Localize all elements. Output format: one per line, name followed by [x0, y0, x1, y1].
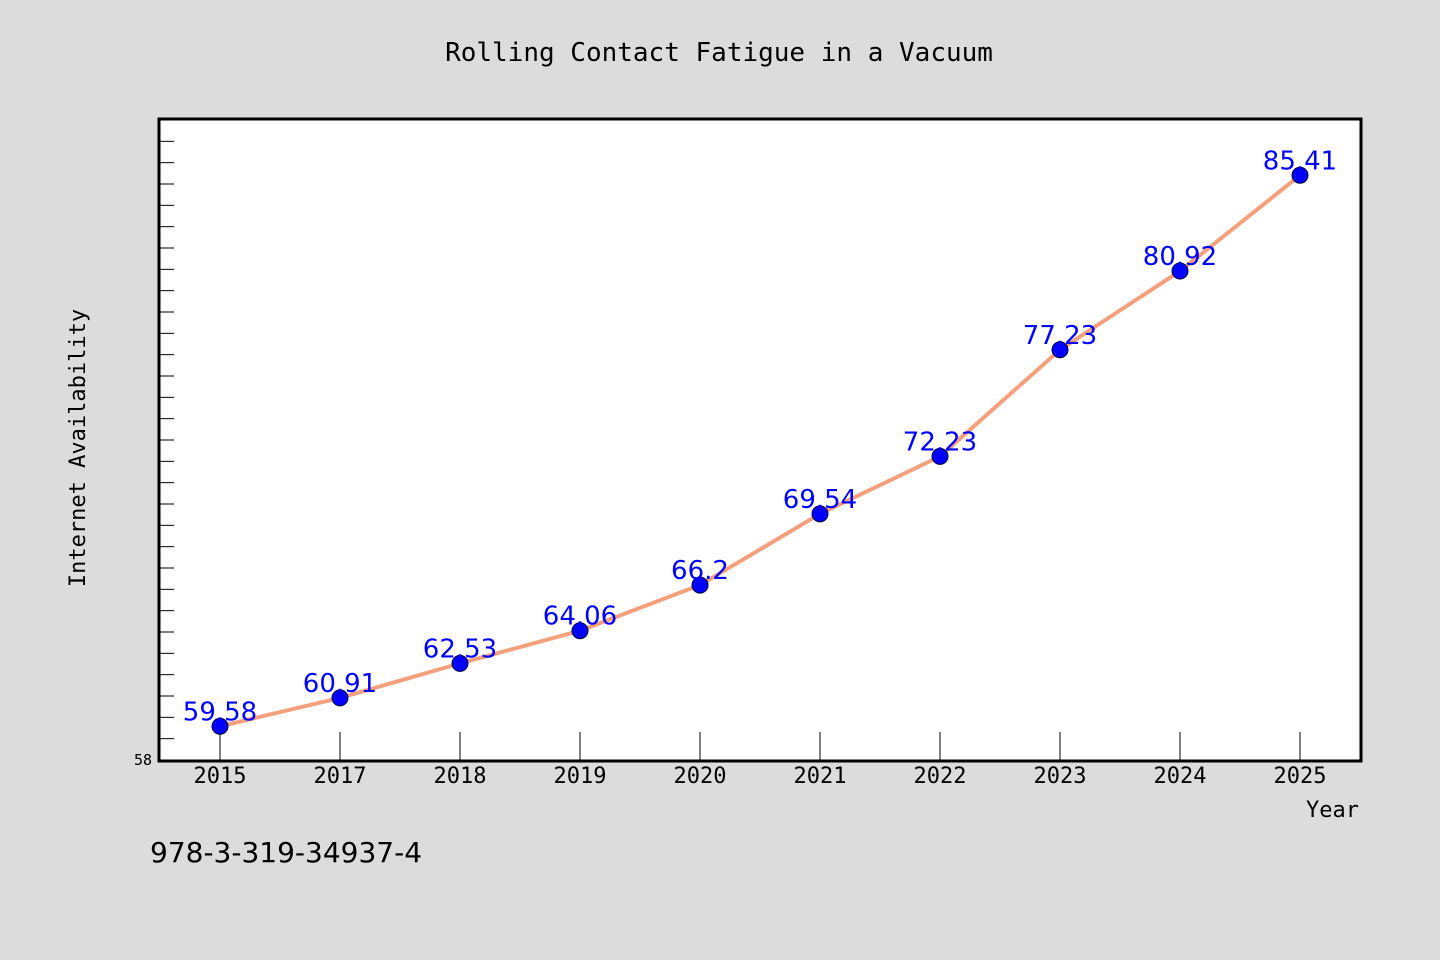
data-label: 60.91: [303, 669, 377, 699]
data-label: 59.58: [183, 697, 257, 727]
plot-area: [159, 119, 1361, 761]
data-point: [931, 447, 949, 465]
data-label: 62.53: [423, 634, 497, 664]
data-label: 72.23: [903, 427, 977, 457]
x-axis-label: Year: [1306, 798, 1359, 823]
plot-frame: [157, 117, 1363, 763]
data-point: [1291, 166, 1309, 184]
isbn-label: 978-3-319-34937-4: [150, 836, 422, 869]
data-point: [1051, 341, 1069, 359]
y-tick-label: 58: [134, 751, 152, 769]
data-label: 85.41: [1263, 146, 1337, 176]
data-label: 80.92: [1143, 242, 1217, 272]
x-tick-label: 2018: [434, 764, 487, 789]
series-line: [218, 173, 1302, 729]
data-point: [811, 505, 829, 523]
x-tick-label: 2015: [194, 764, 247, 789]
x-tick-label: 2017: [314, 764, 367, 789]
data-labels: 59.58 60.91 62.53 64.06 66.2 69.54 72.23 77.23 8…: [183, 146, 1337, 727]
data-label: 64.06: [543, 602, 617, 632]
x-tick-label: 2020: [674, 764, 727, 789]
data-point: [571, 622, 589, 640]
y-axis-ticks: [160, 140, 174, 740]
x-axis-ticks: [219, 732, 1301, 760]
data-point: [451, 654, 469, 672]
series-markers: [211, 166, 1309, 735]
x-tick-label: 2019: [554, 764, 607, 789]
chart-title: Rolling Contact Fatigue in a Vacuum: [445, 38, 993, 68]
y-axis-label: Internet Availability: [66, 309, 91, 587]
x-tick-labels: 2015 2017 2018 2019 2020 2021 2022 2023 2024 2025: [194, 764, 1327, 789]
x-tick-label: 2022: [914, 764, 967, 789]
data-point: [211, 717, 229, 735]
x-tick-label: 2023: [1034, 764, 1087, 789]
data-point: [331, 689, 349, 707]
data-point: [691, 576, 709, 594]
y-tick-labels: 58: [134, 751, 152, 769]
x-tick-label: 2025: [1274, 764, 1327, 789]
data-point: [1171, 262, 1189, 280]
x-tick-label: 2021: [794, 764, 847, 789]
data-label: 66.2: [671, 556, 729, 586]
data-label: 77.23: [1023, 321, 1097, 351]
data-label: 69.54: [783, 485, 857, 515]
x-tick-label: 2024: [1154, 764, 1207, 789]
